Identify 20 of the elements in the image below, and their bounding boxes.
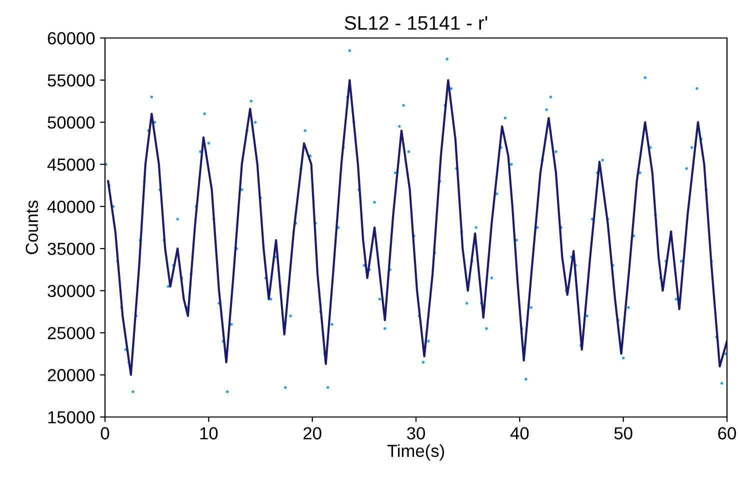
x-tick-label: 10 — [200, 427, 218, 440]
x-tick-label: 20 — [304, 427, 322, 440]
x-tick-label: 0 — [100, 427, 110, 440]
x-axis-title: Time(s) — [387, 444, 444, 460]
y-tick-label: 55000 — [48, 74, 95, 87]
y-axis-title: Counts — [26, 200, 38, 254]
y-tick-label: 40000 — [47, 200, 95, 213]
y-tick-label: 50000 — [48, 116, 95, 129]
y-tick-label: 30000 — [48, 284, 95, 298]
x-tick-label: 50 — [614, 427, 632, 440]
y-tick-label: 35000 — [48, 242, 95, 256]
x-tick-label: 30 — [407, 427, 425, 440]
x-tick-label: 60 — [718, 427, 736, 440]
chart-title: SL12 - 15141 - r' — [344, 16, 488, 30]
y-tick-label: 15000 — [48, 411, 95, 424]
y-tick-label: 60000 — [48, 32, 95, 44]
y-tick-label: 20000 — [48, 369, 95, 382]
y-tick-label: 45000 — [47, 158, 95, 171]
y-tick-label: 25000 — [48, 326, 95, 340]
x-tick-label: 40 — [510, 427, 529, 440]
